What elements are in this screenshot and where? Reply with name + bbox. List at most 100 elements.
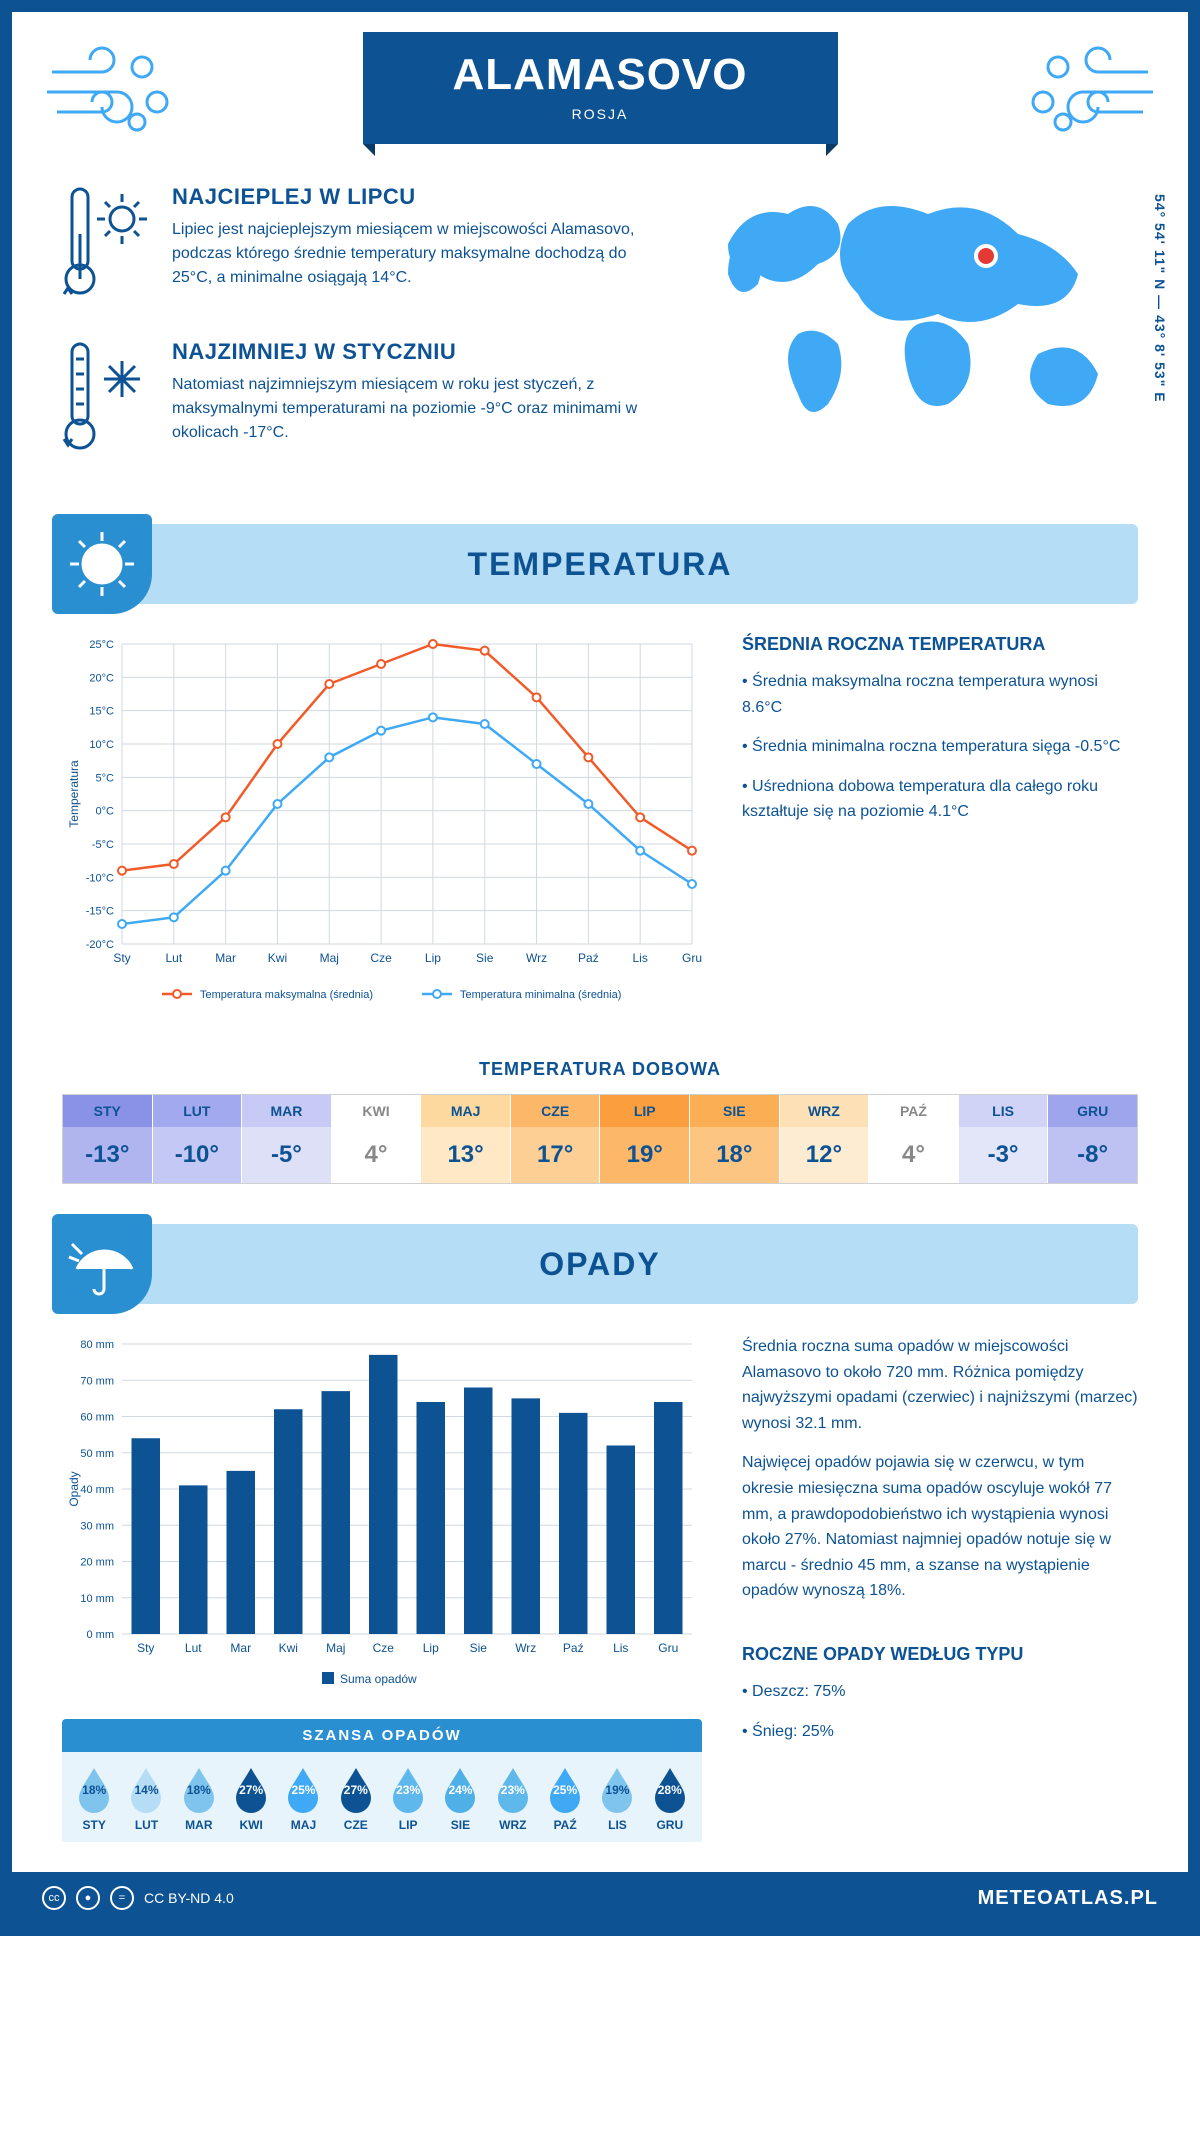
svg-text:25°C: 25°C <box>89 639 114 651</box>
svg-text:Maj: Maj <box>320 951 339 965</box>
daily-cell: LUT-10° <box>153 1095 243 1183</box>
temp-summary-line: • Średnia maksymalna roczna temperatura … <box>742 669 1138 720</box>
svg-text:Kwi: Kwi <box>268 951 287 965</box>
svg-text:Suma opadów: Suma opadów <box>340 1672 417 1686</box>
svg-text:60 mm: 60 mm <box>80 1412 114 1424</box>
fact-cold-title: NAJZIMNIEJ W STYCZNIU <box>172 339 658 365</box>
precip-type-line: • Śnieg: 25% <box>742 1719 1138 1745</box>
svg-text:Gru: Gru <box>682 951 702 965</box>
wind-icon <box>42 42 182 147</box>
svg-text:-10°C: -10°C <box>86 872 114 884</box>
daily-cell: GRU-8° <box>1048 1095 1137 1183</box>
drop-cell: 18%MAR <box>173 1766 225 1832</box>
svg-text:Sty: Sty <box>113 951 130 965</box>
wind-icon <box>1018 42 1158 147</box>
svg-text:Paź: Paź <box>578 951 599 965</box>
svg-text:Wrz: Wrz <box>515 1641 536 1655</box>
svg-text:Gru: Gru <box>658 1641 678 1655</box>
svg-text:50 mm: 50 mm <box>80 1448 114 1460</box>
svg-text:Kwi: Kwi <box>279 1641 298 1655</box>
svg-text:-20°C: -20°C <box>86 939 114 951</box>
svg-text:15°C: 15°C <box>89 706 114 718</box>
svg-text:Lis: Lis <box>633 951 648 965</box>
svg-text:-5°C: -5°C <box>92 839 114 851</box>
svg-text:20 mm: 20 mm <box>80 1557 114 1569</box>
site-name: METEOATLAS.PL <box>978 1887 1158 1910</box>
svg-text:Temperatura maksymalna (średni: Temperatura maksymalna (średnia) <box>200 989 373 1001</box>
sun-icon <box>52 514 152 614</box>
svg-text:Mar: Mar <box>215 951 236 965</box>
precip-text: Najwięcej opadów pojawia się w czerwcu, … <box>742 1450 1138 1604</box>
daily-temp-title: TEMPERATURA DOBOWA <box>12 1059 1188 1080</box>
precip-chance-panel: SZANSA OPADÓW 18%STY14%LUT18%MAR27%KWI25… <box>62 1719 702 1842</box>
svg-text:Temperatura: Temperatura <box>67 760 81 828</box>
svg-text:0 mm: 0 mm <box>87 1629 115 1641</box>
drop-cell: 28%GRU <box>644 1766 696 1832</box>
svg-text:Lip: Lip <box>423 1641 439 1655</box>
svg-text:40 mm: 40 mm <box>80 1484 114 1496</box>
svg-text:30 mm: 30 mm <box>80 1520 114 1532</box>
temp-summary-heading: ŚREDNIA ROCZNA TEMPERATURA <box>742 634 1138 655</box>
precipitation-chart: 0 mm 10 mm 20 mm 30 mm 40 mm 50 mm 60 mm 70 mm 8… <box>62 1334 702 1699</box>
svg-text:Lut: Lut <box>185 1641 202 1655</box>
section-bar-precip: OPADY <box>62 1224 1138 1304</box>
precip-text: Średnia roczna suma opadów w miejscowośc… <box>742 1334 1138 1436</box>
section-title-precip: OPADY <box>539 1246 660 1283</box>
daily-cell: PAŹ4° <box>869 1095 959 1183</box>
svg-text:Lip: Lip <box>425 951 441 965</box>
fact-cold: NAJZIMNIEJ W STYCZNIU Natomiast najzimni… <box>62 339 658 464</box>
umbrella-icon <box>52 1214 152 1314</box>
temp-summary-line: • Średnia minimalna roczna temperatura s… <box>742 734 1138 760</box>
temperature-chart: -20°C-15°C-10°C-5°C0°C5°C10°C15°C20°C25°… <box>62 634 702 1019</box>
cc-nd-icon: = <box>110 1886 134 1910</box>
fact-hot: NAJCIEPLEJ W LIPCU Lipiec jest najcieple… <box>62 184 658 309</box>
coordinates: 54° 54' 11" N — 43° 8' 53" E <box>1152 194 1168 403</box>
drop-cell: 27%KWI <box>225 1766 277 1832</box>
daily-temp-table: STY-13°LUT-10°MAR-5°KWI4°MAJ13°CZE17°LIP… <box>62 1094 1138 1184</box>
daily-cell: WRZ12° <box>780 1095 870 1183</box>
drop-cell: 19%LIS <box>591 1766 643 1832</box>
daily-cell: SIE18° <box>690 1095 780 1183</box>
svg-text:Lut: Lut <box>165 951 182 965</box>
fact-hot-text: Lipiec jest najcieplejszym miesiącem w m… <box>172 218 658 290</box>
svg-text:Sie: Sie <box>476 951 494 965</box>
footer: cc ● = CC BY-ND 4.0 METEOATLAS.PL <box>12 1872 1188 1924</box>
svg-text:Cze: Cze <box>373 1641 395 1655</box>
daily-cell: MAJ13° <box>421 1095 511 1183</box>
title-banner: ALAMASOVO ROSJA <box>363 32 838 144</box>
precipitation-summary: Średnia roczna suma opadów w miejscowośc… <box>742 1334 1138 1842</box>
daily-cell: MAR-5° <box>242 1095 332 1183</box>
license-text: CC BY-ND 4.0 <box>144 1890 234 1906</box>
daily-cell: KWI4° <box>332 1095 422 1183</box>
drop-cell: 14%LUT <box>120 1766 172 1832</box>
city-name: ALAMASOVO <box>453 50 748 100</box>
precip-type-heading: ROCZNE OPADY WEDŁUG TYPU <box>742 1644 1138 1665</box>
precip-type-line: • Deszcz: 75% <box>742 1679 1138 1705</box>
svg-text:10 mm: 10 mm <box>80 1593 114 1605</box>
svg-text:20°C: 20°C <box>89 672 114 684</box>
svg-text:70 mm: 70 mm <box>80 1375 114 1387</box>
drop-cell: 23%WRZ <box>487 1766 539 1832</box>
svg-text:0°C: 0°C <box>96 806 115 818</box>
temp-summary-line: • Uśredniona dobowa temperatura dla całe… <box>742 774 1138 825</box>
svg-text:Cze: Cze <box>370 951 392 965</box>
drop-cell: 18%STY <box>68 1766 120 1832</box>
drop-cell: 23%LIP <box>382 1766 434 1832</box>
fact-hot-title: NAJCIEPLEJ W LIPCU <box>172 184 658 210</box>
svg-text:5°C: 5°C <box>96 772 115 784</box>
svg-text:Maj: Maj <box>326 1641 345 1655</box>
section-title-temp: TEMPERATURA <box>468 546 733 583</box>
svg-text:Temperatura minimalna (średnia: Temperatura minimalna (średnia) <box>460 989 621 1001</box>
thermometer-sun-icon <box>62 184 152 309</box>
svg-text:80 mm: 80 mm <box>80 1339 114 1351</box>
drop-cell: 24%SIE <box>434 1766 486 1832</box>
svg-text:Paź: Paź <box>563 1641 584 1655</box>
chance-title: SZANSA OPADÓW <box>62 1719 702 1752</box>
section-bar-temp: TEMPERATURA <box>62 524 1138 604</box>
header: ALAMASOVO ROSJA <box>12 12 1188 174</box>
svg-text:Mar: Mar <box>230 1641 251 1655</box>
daily-cell: CZE17° <box>511 1095 601 1183</box>
svg-text:Wrz: Wrz <box>526 951 547 965</box>
drop-cell: 25%MAJ <box>277 1766 329 1832</box>
country-name: ROSJA <box>453 106 748 122</box>
